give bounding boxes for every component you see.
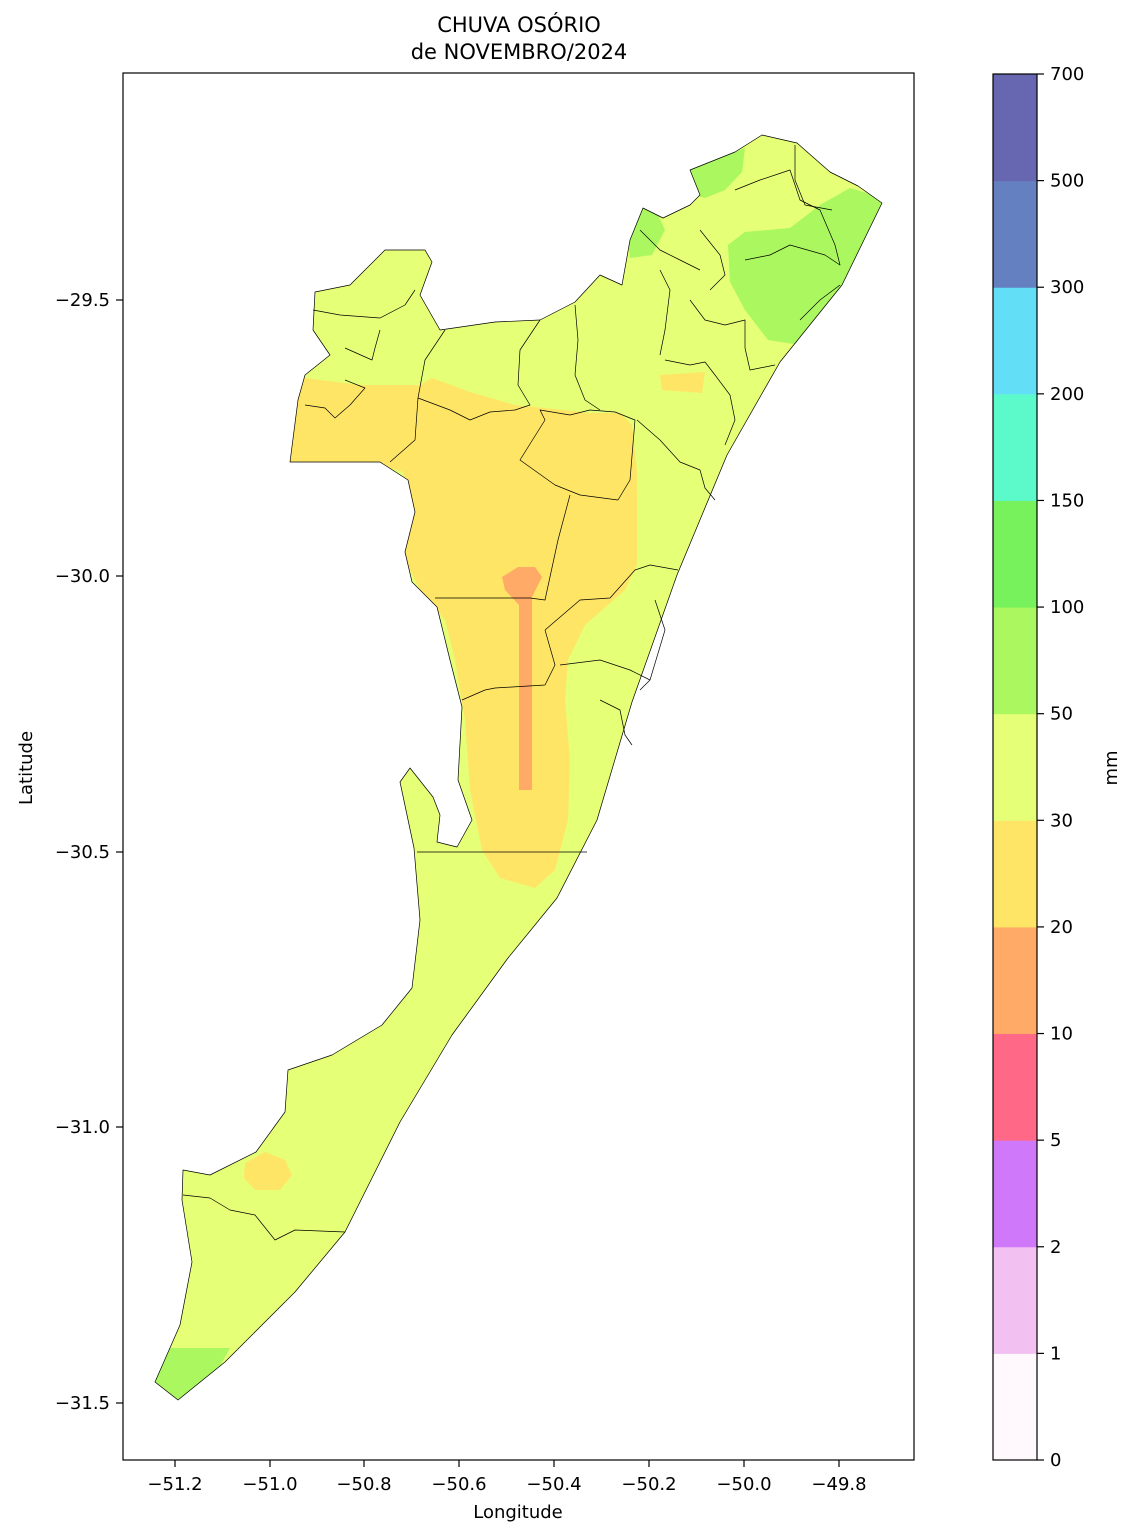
- colorbar-swatch: [993, 1140, 1037, 1248]
- y-tick-label: −31.5: [55, 1393, 110, 1414]
- x-axis: [174, 1460, 840, 1467]
- x-tick-label: −51.0: [242, 1474, 297, 1495]
- colorbar-tick-label: 1: [1050, 1343, 1061, 1364]
- colorbar-swatch: [993, 1353, 1037, 1461]
- boundary-line: [574, 304, 601, 411]
- chart-title-line1: CHUVA OSÓRIO: [437, 13, 601, 37]
- colorbar-swatch: [993, 500, 1037, 608]
- rain-band-20-30-south: [244, 1152, 292, 1190]
- boundary-line: [636, 419, 716, 501]
- colorbar-swatch: [993, 607, 1037, 715]
- colorbar-tick-label: 2: [1050, 1237, 1061, 1258]
- y-tick-label: −30.5: [55, 842, 110, 863]
- rain-band-20-30-north: [660, 372, 705, 393]
- x-tick-label: −51.2: [147, 1474, 202, 1495]
- colorbar-tick-label: 100: [1050, 597, 1084, 618]
- y-tick-label: −30.0: [55, 566, 110, 587]
- boundary-line: [639, 229, 701, 271]
- y-axis: [116, 299, 123, 1404]
- colorbar-tick-label: 700: [1050, 64, 1084, 85]
- colorbar-swatch: [993, 393, 1037, 501]
- boundary-line: [544, 564, 679, 631]
- boundary-line: [664, 359, 736, 446]
- colorbar-swatch: [993, 180, 1037, 288]
- x-axis-label: Longitude: [473, 1502, 563, 1523]
- x-tick-label: −49.8: [811, 1474, 866, 1495]
- rain-band-50-100-south: [155, 1348, 230, 1400]
- boundary-line: [417, 319, 541, 421]
- boundary-line: [344, 329, 381, 361]
- boundary-line: [182, 1194, 346, 1241]
- colorbar-unit-label: mm: [1101, 750, 1122, 785]
- colorbar-tick-label: 20: [1050, 917, 1073, 938]
- colorbar-swatch: [993, 1033, 1037, 1141]
- boundary-line: [435, 494, 571, 601]
- x-tick-label: −50.4: [526, 1474, 581, 1495]
- boundary-line: [689, 299, 776, 371]
- boundary-line: [699, 229, 726, 291]
- colorbar-swatch: [993, 820, 1037, 928]
- y-axis-label: Latitude: [16, 731, 37, 805]
- boundary-line: [312, 289, 416, 319]
- x-tick-label: −50.2: [621, 1474, 676, 1495]
- colorbar-tick-label: 0: [1050, 1450, 1061, 1471]
- boundary-line: [559, 659, 651, 681]
- y-tick-label: −31.0: [55, 1117, 110, 1138]
- colorbar-frame: [992, 73, 1038, 1461]
- colorbar-tick-label: 500: [1050, 171, 1084, 192]
- boundary-line: [304, 379, 366, 419]
- colorbar-tick-label: 300: [1050, 277, 1084, 298]
- municipal-boundaries: [154, 134, 883, 1401]
- boundary-line: [659, 269, 671, 356]
- colorbar-swatch: [993, 74, 1037, 182]
- boundary-line: [794, 145, 833, 211]
- colorbar-swatch: [993, 713, 1037, 821]
- colorbar-swatch: [993, 287, 1037, 395]
- rain-band-50-100-north-west: [685, 148, 745, 198]
- rain-band-20-30: [285, 378, 637, 888]
- chart-title-line2: de NOVEMBRO/2024: [410, 40, 628, 64]
- boundary-line: [519, 409, 636, 501]
- boundary-line: [599, 699, 633, 746]
- colorbar-swatch: [993, 926, 1037, 1035]
- x-tick-label: −50.0: [716, 1474, 771, 1495]
- boundary-line: [639, 599, 666, 691]
- region-outline: [154, 134, 883, 1401]
- colorbar-tick-label: 5: [1050, 1130, 1061, 1151]
- colorbar-tick-label: 50: [1050, 704, 1073, 725]
- colorbar-tick-label: 30: [1050, 810, 1073, 831]
- colorbar: 0 1 2 5 10 20 30 50 100 150 200 300 500 700: [992, 64, 1084, 1471]
- rain-band-50-100-northeast: [728, 188, 882, 345]
- y-tick-label: −29.5: [55, 290, 110, 311]
- rain-band-10-20: [502, 567, 542, 790]
- colorbar-tick-label: 200: [1050, 384, 1084, 405]
- boundary-line: [484, 629, 556, 691]
- colorbar-tick-label: 10: [1050, 1024, 1073, 1045]
- colorbar-swatch: [993, 1246, 1037, 1354]
- x-tick-label: −50.8: [336, 1474, 391, 1495]
- x-tick-label: −50.6: [431, 1474, 486, 1495]
- boundary-line: [461, 689, 486, 701]
- colorbar-tick-label: 150: [1050, 490, 1084, 511]
- boundary-line: [734, 169, 841, 266]
- boundary-line: [799, 284, 841, 321]
